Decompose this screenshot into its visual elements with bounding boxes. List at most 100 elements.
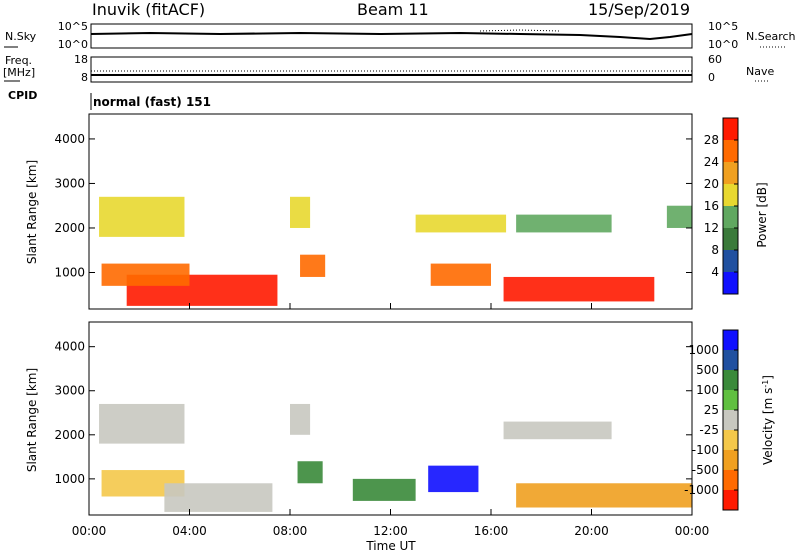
power-echo-region (99, 196, 185, 237)
velocity-echo-region (352, 478, 416, 501)
nsky-tick-bottom: 10^0 (58, 38, 88, 51)
velocity-colorbar-tick-label: -1000 (684, 483, 719, 497)
velocity-colorbar-tick-label: 25 (704, 403, 719, 417)
cpid-mode: normal (fast) 151 (93, 95, 211, 109)
station-title: Inuvik (fitACF) (92, 0, 206, 19)
velocity-colorbar-label-exp: -1 (761, 380, 770, 388)
velocity-x-tick-label: 00:00 (675, 524, 710, 538)
power-colorbar-tick-label: 8 (711, 243, 719, 257)
power-colorbar-tick-label: 28 (704, 133, 719, 147)
velocity-y-label: Slant Range [km] (25, 368, 39, 472)
velocity-colorbar-segment (723, 350, 738, 370)
nsky-tick-top: 10^5 (58, 20, 88, 33)
velocity-colorbar-tick-label: 1000 (688, 343, 719, 357)
velocity-y-tick-label: 4000 (54, 340, 85, 354)
power-echo-region (415, 214, 507, 233)
velocity-x-tick-label: 20:00 (574, 524, 609, 538)
power-colorbar-segment (723, 162, 738, 184)
velocity-y-tick-label: 3000 (54, 384, 85, 398)
velocity-echo-region (503, 421, 612, 440)
power-y-tick-label: 2000 (54, 221, 85, 235)
power-echo-region (101, 263, 190, 286)
velocity-x-tick-label: 16:00 (474, 524, 509, 538)
nsearch-line (479, 29, 561, 32)
velocity-echo-layer (99, 403, 692, 512)
velocity-colorbar-segment (723, 470, 738, 490)
velocity-colorbar-segment (723, 390, 738, 410)
nsky-label: N.Sky (5, 30, 37, 43)
date-title: 15/Sep/2019 (588, 0, 691, 19)
velocity-echo-region (164, 483, 273, 512)
freq-label-1: Freq. (5, 54, 33, 67)
velocity-y-tick-label: 2000 (54, 428, 85, 442)
freq-tick-top: 18 (74, 53, 88, 66)
nave-tick-top: 60 (708, 53, 722, 66)
velocity-colorbar-segment (723, 410, 738, 430)
power-colorbar-tick-label: 16 (704, 199, 719, 213)
velocity-y-axis: 1000 2000 3000 4000 (54, 340, 692, 486)
power-colorbar-tick-label: 20 (704, 177, 719, 191)
freq-tick-bottom: 8 (81, 71, 88, 84)
velocity-echo-region (290, 403, 311, 435)
velocity-echo-region (428, 465, 479, 493)
power-colorbar-segment (723, 118, 738, 140)
velocity-colorbar-segment (723, 450, 738, 470)
nsky-panel (90, 23, 693, 49)
power-colorbar-segment (723, 250, 738, 272)
power-colorbar-tick-label: 4 (711, 265, 719, 279)
velocity-colorbar: -1000 -500 -100 -25 25 100 500 1000 (684, 329, 739, 511)
velocity-x-tick-label: 12:00 (373, 524, 408, 538)
freq-label-2: [MHz] (3, 66, 36, 79)
freq-panel (90, 56, 693, 83)
velocity-colorbar-tick-label: 500 (696, 363, 719, 377)
velocity-colorbar-segment (723, 370, 738, 390)
velocity-panel: 1000 2000 3000 4000 00:00 04:00 08:00 12:00 16:… (25, 321, 710, 538)
velocity-colorbar-label-close: ] (761, 375, 775, 380)
velocity-y-tick-label: 1000 (54, 472, 85, 486)
velocity-colorbar-tick-label: -100 (692, 443, 719, 457)
power-colorbar-tick-label: 12 (704, 221, 719, 235)
nsearch-label: N.Search (746, 30, 796, 43)
cpid-label: CPID (8, 89, 38, 102)
beam-title: Beam 11 (357, 0, 429, 19)
power-colorbar-label: Power [dB] (755, 182, 769, 247)
power-y-label: Slant Range [km] (25, 160, 39, 264)
velocity-echo-region (516, 483, 692, 508)
velocity-colorbar-label-text: Velocity [m s (761, 388, 775, 465)
velocity-x-tick-label: 04:00 (172, 524, 207, 538)
velocity-colorbar-label: Velocity [m s-1] (761, 375, 775, 465)
power-y-tick-label: 3000 (54, 176, 85, 190)
velocity-colorbar-tick-label: -500 (692, 463, 719, 477)
power-echo-layer (99, 196, 692, 306)
power-colorbar-segment (723, 272, 738, 294)
velocity-colorbar-tick-label: 100 (696, 383, 719, 397)
power-echo-region (516, 214, 612, 233)
power-echo-region (503, 276, 655, 302)
velocity-colorbar-segment (723, 430, 738, 450)
power-colorbar-segment (723, 140, 738, 162)
velocity-colorbar-tick-label: -25 (699, 423, 719, 437)
nsearch-tick-top: 10^5 (708, 20, 738, 33)
power-colorbar-segment (723, 184, 738, 206)
nave-label: Nave (746, 65, 775, 78)
velocity-colorbar-frame (722, 329, 739, 511)
nsky-line (90, 31, 693, 41)
power-colorbar: 4 8 12 16 20 24 28 (704, 117, 739, 295)
velocity-colorbar-segment (723, 330, 738, 350)
power-y-axis: 1000 2000 3000 4000 (54, 132, 692, 279)
velocity-x-tick-label: 08:00 (273, 524, 308, 538)
velocity-x-axis: 00:00 04:00 08:00 12:00 16:00 20:00 00:00 (72, 509, 710, 538)
velocity-colorbar-segment (723, 490, 738, 510)
velocity-x-tick-label: 00:00 (72, 524, 107, 538)
power-colorbar-segment (723, 228, 738, 250)
nave-tick-bottom: 0 (708, 71, 715, 84)
power-panel: 1000 2000 3000 4000 Slant Range [km] (25, 113, 693, 310)
power-echo-region (290, 196, 311, 228)
power-echo-region (666, 205, 692, 228)
power-colorbar-segment (723, 206, 738, 228)
power-y-tick-label: 1000 (54, 265, 85, 279)
nsearch-tick-bottom: 10^0 (708, 38, 738, 51)
velocity-echo-region (99, 403, 185, 444)
power-echo-region (300, 254, 326, 277)
